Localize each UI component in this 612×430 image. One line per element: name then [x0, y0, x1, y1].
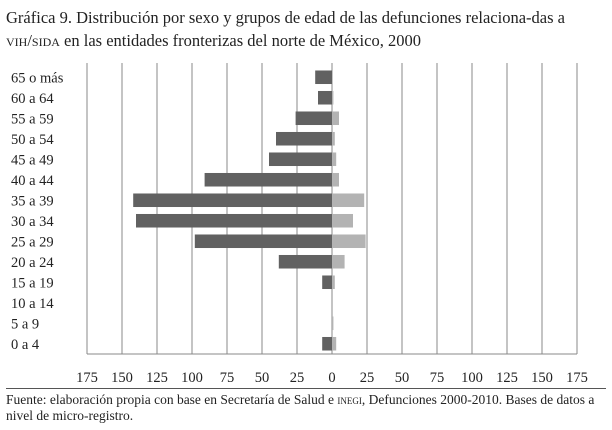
x-tick-label: 25 — [360, 370, 375, 386]
right-bar — [332, 254, 345, 269]
right-bar — [332, 131, 335, 146]
right-bar — [332, 193, 365, 208]
category-label: 45 a 49 — [11, 152, 54, 168]
category-label: 40 a 44 — [11, 173, 54, 189]
x-tick-label: 175 — [566, 370, 588, 386]
x-tick-label: 50 — [395, 370, 410, 386]
category-label: 60 a 64 — [11, 91, 54, 107]
category-label: 15 a 19 — [11, 275, 54, 291]
category-label: 0 a 4 — [11, 337, 40, 353]
left-bar — [136, 213, 332, 228]
category-label: 50 a 54 — [11, 132, 54, 148]
right-bar — [332, 336, 337, 351]
category-label: 30 a 34 — [11, 214, 54, 230]
right-bar — [332, 234, 366, 249]
x-tick-label: 50 — [255, 370, 270, 386]
x-tick-label: 150 — [111, 370, 133, 386]
category-label: 35 a 39 — [11, 193, 54, 209]
category-label: 20 a 24 — [11, 255, 54, 271]
right-bar — [332, 275, 335, 290]
x-tick-label: 125 — [496, 370, 518, 386]
left-bar — [194, 234, 332, 249]
left-bar — [322, 336, 332, 351]
right-bar — [332, 152, 337, 167]
right-bar — [332, 316, 334, 331]
right-bar — [332, 90, 334, 105]
chart-title: Gráfica 9. Distribución por sexo y grupo… — [6, 8, 565, 50]
left-bar — [204, 172, 332, 187]
x-tick-label: 150 — [531, 370, 553, 386]
left-bar — [269, 152, 332, 167]
left-bar — [133, 193, 332, 208]
category-label: 65 o más — [11, 70, 64, 86]
x-tick-label: 125 — [146, 370, 168, 386]
divider — [6, 388, 606, 389]
right-bar — [332, 111, 339, 126]
x-tick-label: 75 — [220, 370, 235, 386]
left-bar — [322, 275, 332, 290]
x-tick-label: 25 — [290, 370, 305, 386]
pyramid-chart: 175 150 125 100 75 50 25 0 25 50 75 100 125 150 175 65 … — [11, 63, 588, 386]
left-bar — [295, 111, 332, 126]
right-bar — [332, 213, 353, 228]
left-bar — [276, 131, 332, 146]
x-tick-label: 100 — [181, 370, 203, 386]
source-note: Fuente: elaboración propia con base en S… — [6, 392, 595, 423]
x-tick-label: 0 — [328, 370, 335, 386]
vih-sida-abbrev: vih/sida — [6, 31, 60, 50]
left-bar — [278, 254, 332, 269]
x-tick-label: 75 — [430, 370, 445, 386]
x-tick-label: 100 — [461, 370, 483, 386]
category-label: 55 a 59 — [11, 111, 54, 127]
right-bar — [332, 172, 339, 187]
left-bar — [318, 90, 332, 105]
x-tick-label: 175 — [76, 370, 98, 386]
left-bar — [315, 70, 332, 85]
category-label: 10 a 14 — [11, 296, 54, 312]
category-label: 5 a 9 — [11, 316, 39, 332]
category-label: 25 a 29 — [11, 234, 54, 250]
